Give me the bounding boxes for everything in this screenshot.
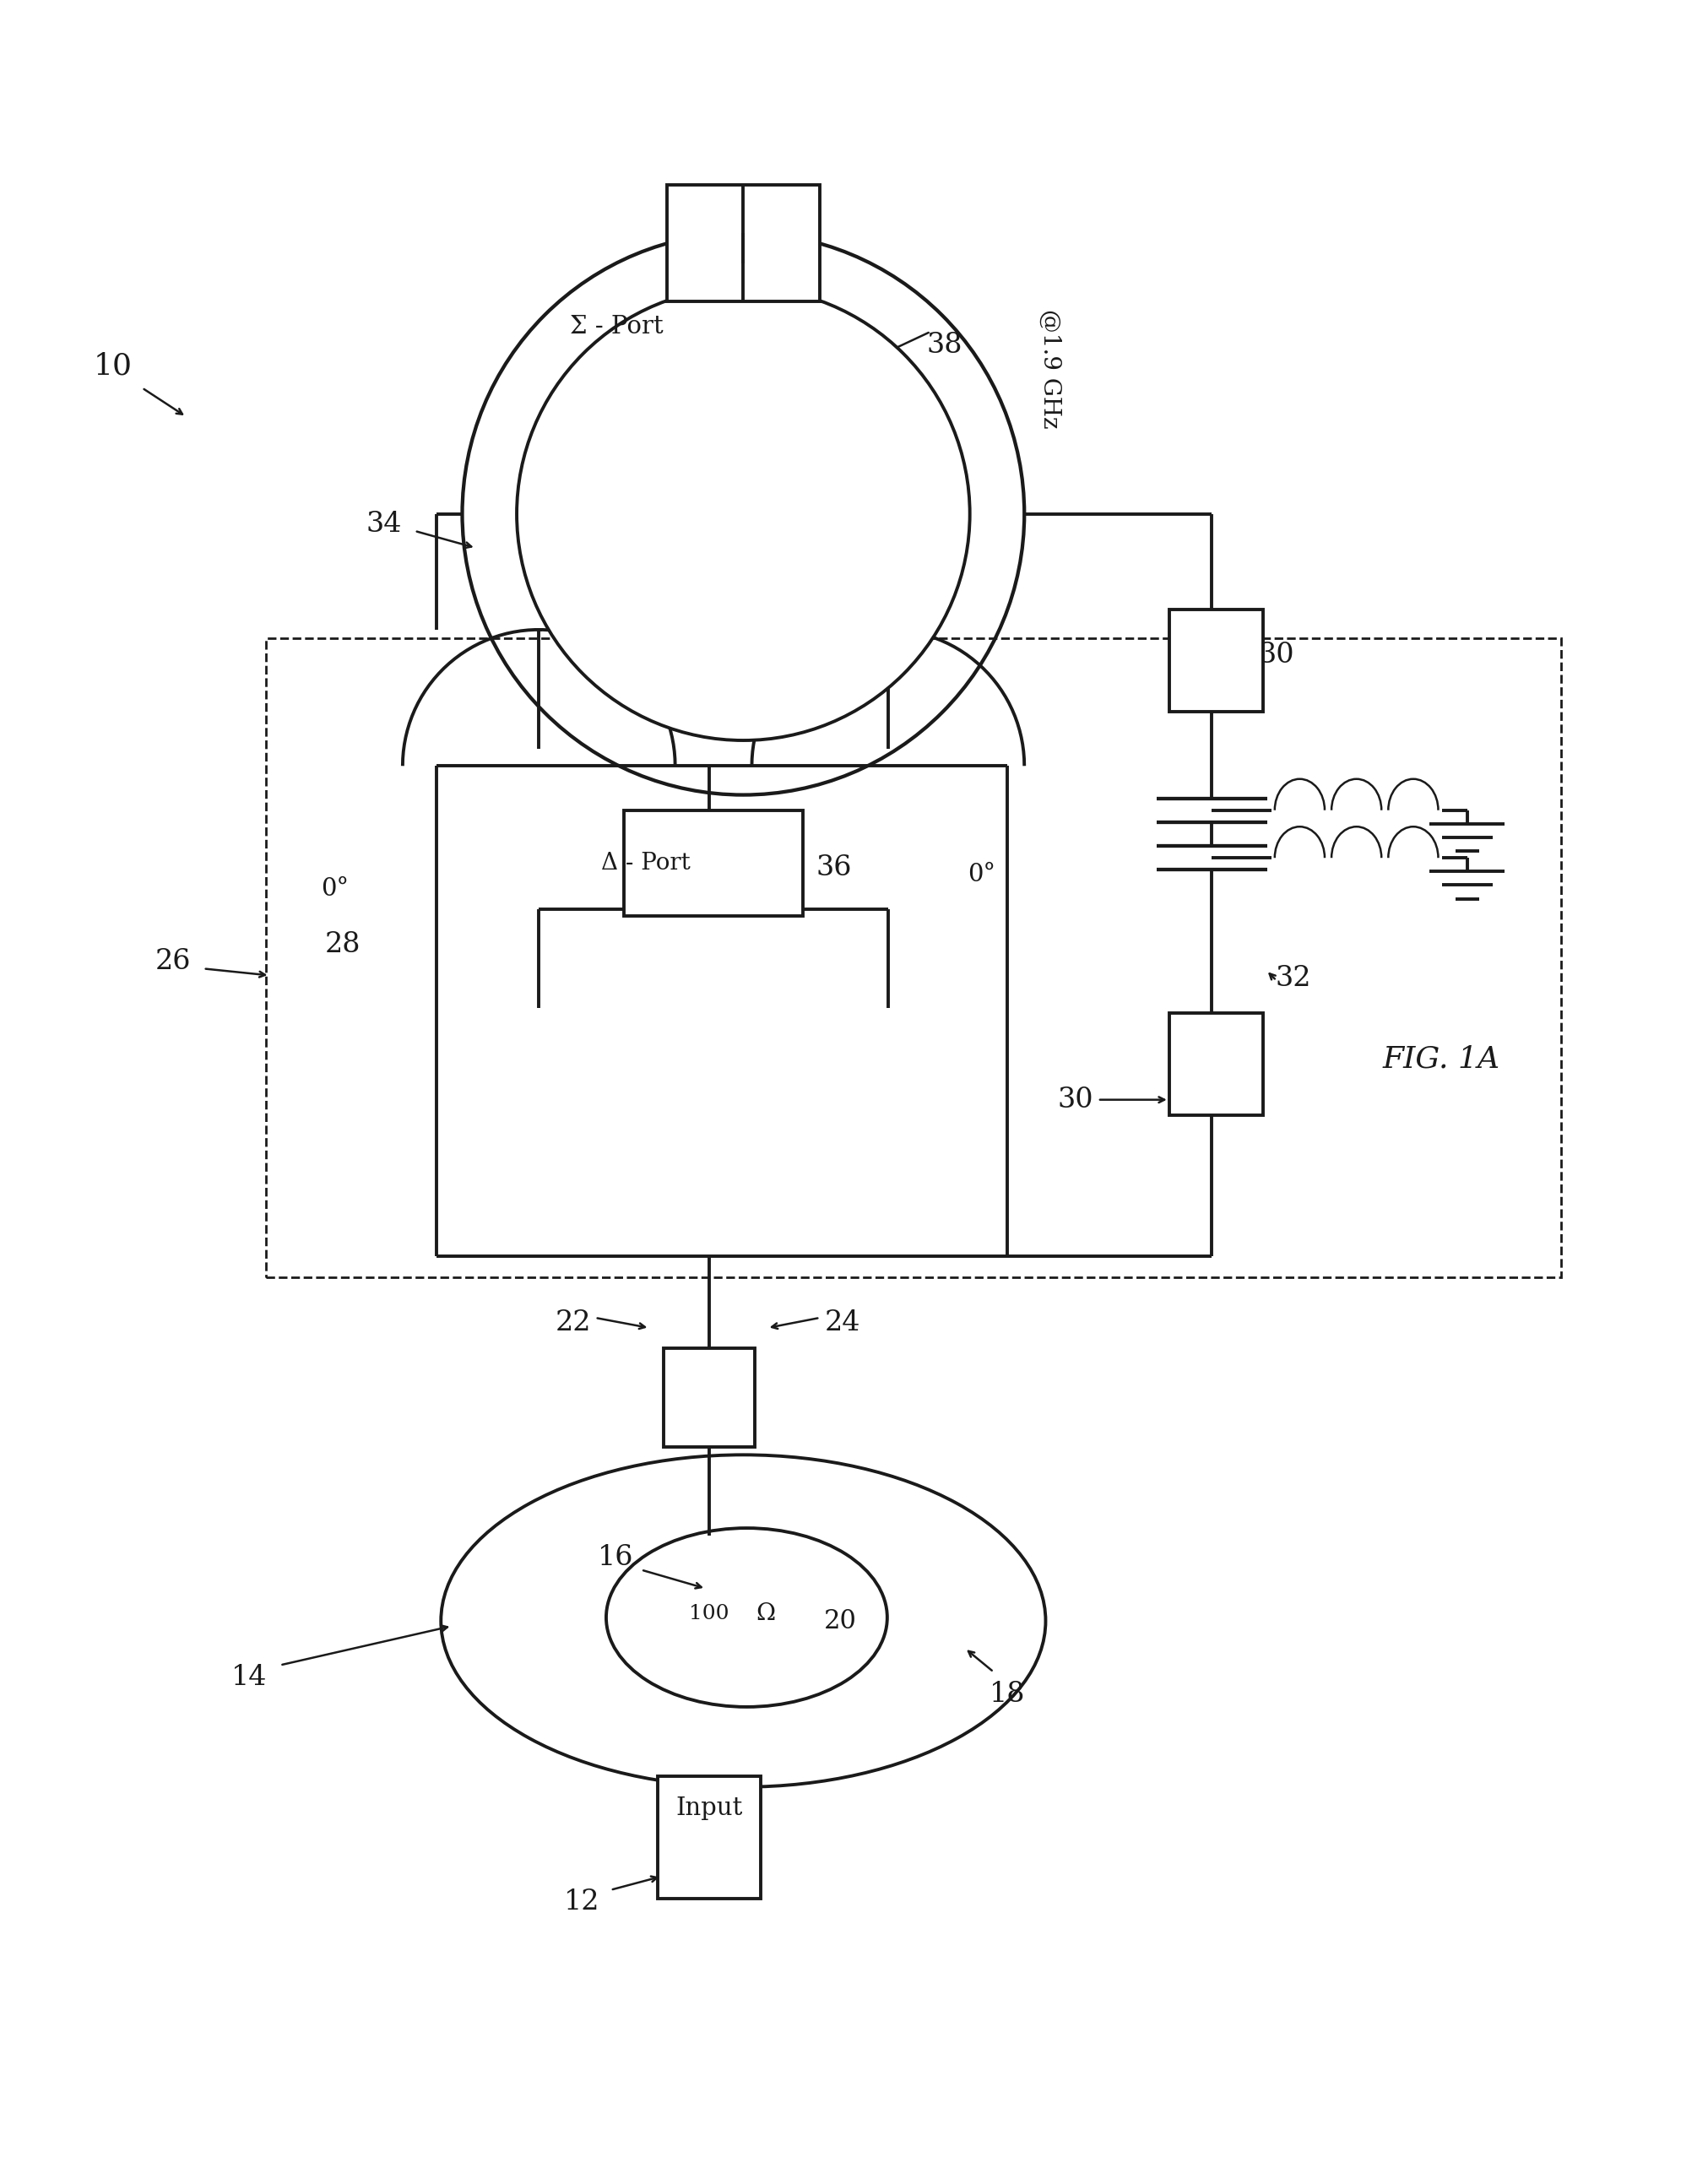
Text: 22: 22 — [555, 1310, 591, 1336]
Text: Σ - Port: Σ - Port — [570, 316, 663, 337]
Circle shape — [518, 288, 970, 739]
Text: 32: 32 — [1276, 964, 1312, 992]
Text: 0°: 0° — [321, 878, 348, 899]
Text: 30: 30 — [1259, 642, 1295, 668]
Text: 10: 10 — [94, 352, 133, 381]
Text: 34: 34 — [366, 510, 401, 538]
Bar — [266, 638, 1561, 1278]
Bar — [658, 1775, 760, 1898]
Ellipse shape — [606, 1529, 886, 1708]
Text: 0°: 0° — [968, 863, 996, 886]
Text: 18: 18 — [989, 1680, 1025, 1708]
Text: FIG. 1A: FIG. 1A — [1383, 1044, 1500, 1072]
Text: 24: 24 — [825, 1310, 859, 1336]
Bar — [1168, 610, 1262, 711]
Bar — [623, 811, 803, 917]
Text: 14: 14 — [232, 1663, 266, 1691]
Text: 100: 100 — [688, 1604, 729, 1624]
Text: 12: 12 — [564, 1887, 600, 1916]
Ellipse shape — [441, 1455, 1045, 1788]
Text: Ω: Ω — [755, 1602, 775, 1626]
Bar — [1168, 1012, 1262, 1116]
Text: 26: 26 — [155, 949, 191, 975]
Text: 20: 20 — [823, 1609, 857, 1634]
Bar — [666, 186, 820, 301]
Text: Δ - Port: Δ - Port — [601, 852, 690, 873]
Text: 30: 30 — [1057, 1085, 1093, 1113]
Text: @1.9 GHz: @1.9 GHz — [1038, 309, 1061, 428]
Text: 36: 36 — [816, 854, 852, 882]
Text: Input: Input — [676, 1797, 743, 1820]
Text: 16: 16 — [598, 1544, 634, 1572]
Text: 28: 28 — [325, 932, 360, 958]
Text: 38: 38 — [926, 331, 962, 359]
Bar — [663, 1349, 755, 1446]
